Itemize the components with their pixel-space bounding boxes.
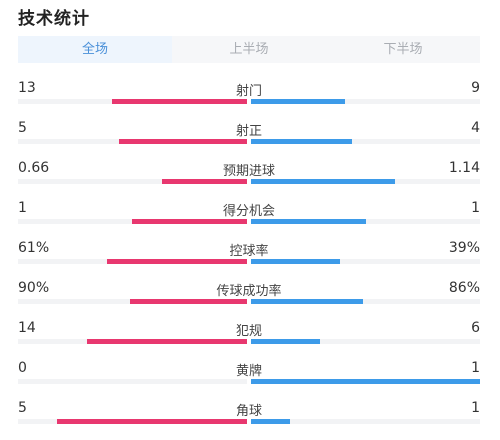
home-bar — [87, 339, 247, 344]
away-bar — [251, 139, 352, 144]
stat-row: 5 角球 1 — [18, 400, 480, 440]
stat-row: 5 射正 4 — [18, 120, 480, 160]
away-value: 1 — [471, 200, 480, 216]
home-value: 90% — [18, 280, 50, 296]
away-bar — [251, 379, 480, 384]
home-bar-track — [18, 179, 247, 184]
home-value: 5 — [18, 400, 27, 416]
away-bar-track — [251, 139, 480, 144]
home-bar — [130, 299, 247, 304]
stat-label: 预期进球 — [222, 164, 275, 179]
period-tabs: 全场 上半场 下半场 — [18, 36, 480, 63]
stat-label: 角球 — [235, 404, 262, 419]
stat-label: 控球率 — [229, 244, 269, 259]
away-bar-track — [251, 219, 480, 224]
away-value: 6 — [471, 320, 480, 336]
stat-row: 14 犯规 6 — [18, 320, 480, 360]
away-bar-track — [251, 179, 480, 184]
away-value: 1.14 — [448, 160, 480, 176]
away-bar-track — [251, 419, 480, 424]
home-bar-track — [18, 99, 247, 104]
home-value: 5 — [18, 120, 27, 136]
home-value: 13 — [18, 80, 36, 96]
home-bar — [132, 219, 247, 224]
away-value: 1 — [471, 360, 480, 376]
home-bar-track — [18, 339, 247, 344]
stat-label: 射门 — [235, 84, 262, 99]
away-bar — [251, 299, 363, 304]
stat-label: 得分机会 — [222, 204, 275, 219]
home-value: 0 — [18, 360, 27, 376]
stat-label: 犯规 — [235, 324, 262, 339]
home-bar-track — [18, 139, 247, 144]
home-bar-track — [18, 379, 247, 384]
away-value: 1 — [471, 400, 480, 416]
stat-label: 传球成功率 — [216, 284, 282, 299]
away-bar — [251, 419, 290, 424]
away-bar — [251, 99, 345, 104]
away-value: 9 — [471, 80, 480, 96]
away-bar-track — [251, 379, 480, 384]
home-value: 61% — [18, 240, 50, 256]
stat-label: 射正 — [235, 124, 262, 139]
home-bar — [162, 179, 247, 184]
away-bar — [251, 259, 340, 264]
home-value: 1 — [18, 200, 27, 216]
home-bar — [119, 139, 247, 144]
away-bar-track — [251, 259, 480, 264]
away-bar-track — [251, 339, 480, 344]
home-bar-track — [18, 299, 247, 304]
home-bar-track — [18, 259, 247, 264]
away-bar — [251, 179, 395, 184]
stat-row: 0 黄牌 1 — [18, 360, 480, 400]
home-bar — [112, 99, 247, 104]
stat-row: 61% 控球率 39% — [18, 240, 480, 280]
away-value: 39% — [448, 240, 480, 256]
stat-row: 1 得分机会 1 — [18, 200, 480, 240]
home-value: 0.66 — [18, 160, 50, 176]
home-bar-track — [18, 219, 247, 224]
stat-row: 13 射门 9 — [18, 80, 480, 120]
page-title: 技术统计 — [18, 9, 90, 29]
tab-second-half[interactable]: 下半场 — [383, 42, 423, 57]
home-bar-track — [18, 419, 247, 424]
away-bar — [251, 219, 366, 224]
home-bar — [57, 419, 247, 424]
stat-row: 0.66 预期进球 1.14 — [18, 160, 480, 200]
away-value: 4 — [471, 120, 480, 136]
away-value: 86% — [448, 280, 480, 296]
away-bar-track — [251, 99, 480, 104]
stat-row: 90% 传球成功率 86% — [18, 280, 480, 320]
away-bar-track — [251, 299, 480, 304]
away-bar — [251, 339, 320, 344]
home-bar — [107, 259, 247, 264]
home-value: 14 — [18, 320, 36, 336]
stat-label: 黄牌 — [235, 364, 262, 379]
tab-first-half[interactable]: 上半场 — [229, 42, 269, 57]
tab-full-match[interactable]: 全场 — [18, 36, 172, 63]
